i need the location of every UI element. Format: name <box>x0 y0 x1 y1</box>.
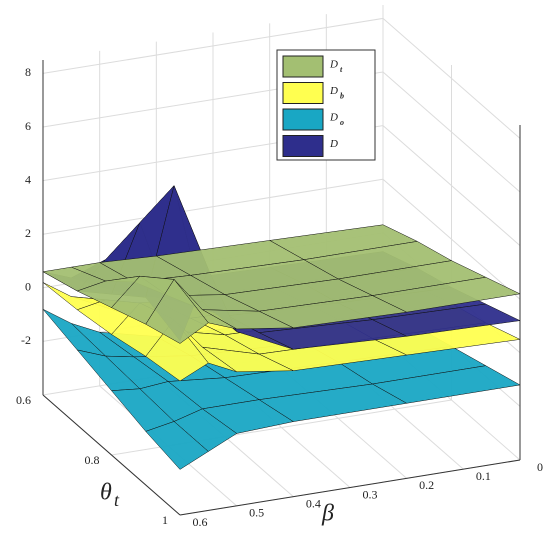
z-tick-label: 8 <box>25 65 31 79</box>
x-tick-label: 0.1 <box>476 469 491 483</box>
axis-line <box>42 394 181 516</box>
x-tick-label: 0.4 <box>306 496 321 510</box>
x-tick-label: 0.3 <box>363 487 378 501</box>
legend-label-subscript: b <box>340 91 344 100</box>
y-tick-label: 0.6 <box>16 393 31 407</box>
z-tick-label: -2 <box>21 333 31 347</box>
legend-label-subscript: o <box>340 118 344 127</box>
x-tick-label: 0.5 <box>249 506 264 520</box>
legend-label: D <box>329 138 338 150</box>
y-axis-label: θ <box>100 480 112 506</box>
legend-swatch <box>282 55 324 78</box>
legend-label: D <box>329 112 338 124</box>
surfaces <box>42 184 521 470</box>
legend-swatch <box>282 135 324 157</box>
z-tick-label: 4 <box>25 172 31 186</box>
legend-label-subscript: t <box>340 65 343 74</box>
legend-swatch <box>282 108 324 131</box>
legend-label: D <box>329 59 338 71</box>
x-axis-label: β <box>321 501 334 527</box>
x-tick-label: 0.2 <box>419 478 434 492</box>
z-tick-label: 2 <box>25 226 31 240</box>
legend-label: D <box>329 85 338 97</box>
z-tick-label: 6 <box>25 119 31 133</box>
x-tick-label: 0 <box>537 460 543 474</box>
surface-patch <box>145 278 209 344</box>
legend-swatch <box>282 82 324 104</box>
y-tick-label: 1 <box>162 513 168 527</box>
y-axis-label-subscript: t <box>114 490 120 510</box>
y-tick-label: 0.8 <box>85 453 100 467</box>
surface-patch <box>145 421 209 470</box>
axes-back <box>42 5 521 516</box>
axis-line <box>179 459 521 516</box>
z-tick-label: 0 <box>25 280 31 294</box>
surface-patch <box>145 319 209 382</box>
x-tick-label: 0.6 <box>193 515 208 529</box>
